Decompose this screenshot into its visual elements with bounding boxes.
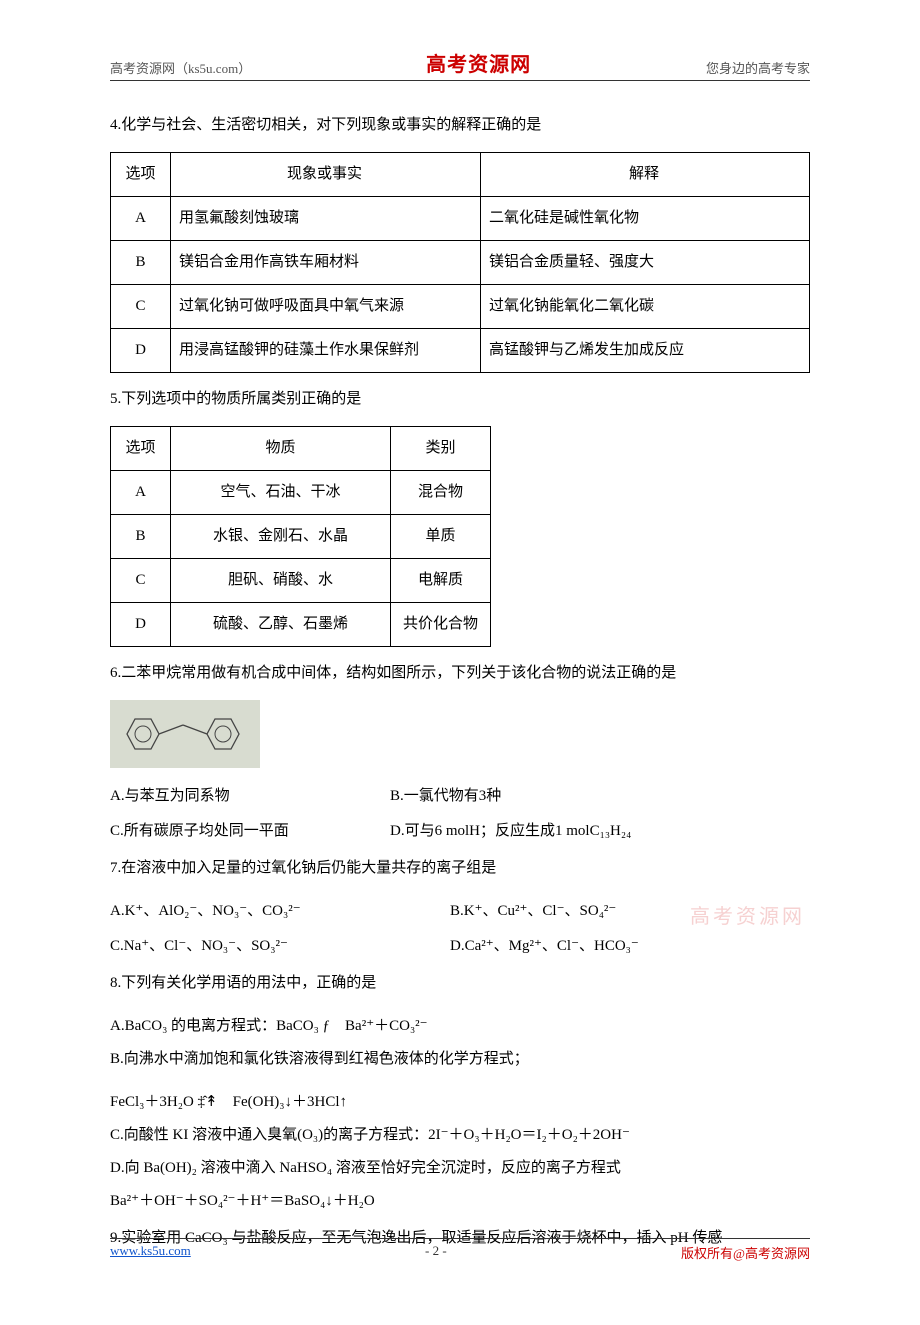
equation: Ba²⁺＋OH⁻＋SO₄²⁻＋H⁺＝BaSO₄↓＋H₂O xyxy=(110,1185,810,1218)
option: C.Na⁺、Cl⁻、NO₃⁻、SO₃²⁻ xyxy=(110,930,450,963)
table-row: A用氢氟酸刻蚀玻璃二氧化硅是碱性氧化物 xyxy=(111,197,810,241)
table-row: D硫酸、乙醇、石墨烯共价化合物 xyxy=(111,603,491,647)
table-row: C胆矾、硝酸、水电解质 xyxy=(111,559,491,603)
q7-row1: A.K⁺、AlO₂⁻、NO₃⁻、CO₃²⁻ B.K⁺、Cu²⁺、Cl⁻、SO₄²… xyxy=(110,895,810,928)
option: C.所有碳原子均处同一平面 xyxy=(110,815,390,848)
option: A.BaCO₃ 的电离方程式：BaCO₃ ƒ Ba²⁺＋CO₃²⁻ xyxy=(110,1010,810,1043)
q6-row1: A.与苯互为同系物 B.一氯代物有3种 xyxy=(110,780,810,813)
option: A.K⁺、AlO₂⁻、NO₃⁻、CO₃²⁻ xyxy=(110,895,450,928)
option: A.与苯互为同系物 xyxy=(110,780,390,813)
option: B.K⁺、Cu²⁺、Cl⁻、SO₄²⁻ xyxy=(450,895,810,928)
table-row: 选项物质类别 xyxy=(111,427,491,471)
q4-table: 选项 现象或事实 解释 A用氢氟酸刻蚀玻璃二氧化硅是碱性氧化物 B镁铝合金用作高… xyxy=(110,152,810,373)
page-number: - 2 - xyxy=(425,1243,447,1262)
q6-row2: C.所有碳原子均处同一平面 D.可与6 molH；反应生成1 molC₁₃H₂₄ xyxy=(110,815,810,848)
q4-text: 4.化学与社会、生活密切相关，对下列现象或事实的解释正确的是 xyxy=(110,109,810,142)
option: B.一氯代物有3种 xyxy=(390,780,810,813)
option: D.可与6 molH；反应生成1 molC₁₃H₂₄ xyxy=(390,815,810,848)
cell: 选项 xyxy=(111,153,171,197)
table-row: D用浸高锰酸钾的硅藻土作水果保鲜剂高锰酸钾与乙烯发生加成反应 xyxy=(111,329,810,373)
q8-text: 8.下列有关化学用语的用法中，正确的是 xyxy=(110,967,810,1000)
footer-copyright: 版权所有@高考资源网 xyxy=(681,1243,810,1262)
option: D.向 Ba(OH)₂ 溶液中滴入 NaHSO₄ 溶液至恰好完全沉淀时，反应的离… xyxy=(110,1152,810,1185)
q7-text: 7.在溶液中加入足量的过氧化钠后仍能大量共存的离子组是 xyxy=(110,852,810,885)
option: B.向沸水中滴加饱和氯化铁溶液得到红褐色液体的化学方程式； xyxy=(110,1043,810,1076)
table-row: A空气、石油、干冰混合物 xyxy=(111,471,491,515)
page-footer: www.ks5u.com - 2 - 版权所有@高考资源网 xyxy=(110,1238,810,1262)
content-body: 4.化学与社会、生活密切相关，对下列现象或事实的解释正确的是 选项 现象或事实 … xyxy=(110,109,810,1255)
table-row: B水银、金刚石、水晶单质 xyxy=(111,515,491,559)
q5-text: 5.下列选项中的物质所属类别正确的是 xyxy=(110,383,810,416)
cell: 解释 xyxy=(481,153,810,197)
page-header: 高考资源网（ks5u.com） 高考资源网 您身边的高考专家 xyxy=(110,48,810,81)
q7-row2: C.Na⁺、Cl⁻、NO₃⁻、SO₃²⁻ D.Ca²⁺、Mg²⁺、Cl⁻、HCO… xyxy=(110,930,810,963)
option: D.Ca²⁺、Mg²⁺、Cl⁻、HCO₃⁻ xyxy=(450,930,810,963)
table-row: 选项 现象或事实 解释 xyxy=(111,153,810,197)
header-title: 高考资源网 xyxy=(426,48,531,77)
header-left: 高考资源网（ks5u.com） xyxy=(110,58,251,77)
table-row: B镁铝合金用作高铁车厢材料镁铝合金质量轻、强度大 xyxy=(111,241,810,285)
option: C.向酸性 KI 溶液中通入臭氧(O₃)的离子方程式：2I⁻＋O₃＋H₂O＝I₂… xyxy=(110,1119,810,1152)
table-row: C过氧化钠可做呼吸面具中氧气来源过氧化钠能氧化二氧化碳 xyxy=(111,285,810,329)
header-right: 您身边的高考专家 xyxy=(706,58,810,77)
q5-table: 选项物质类别 A空气、石油、干冰混合物 B水银、金刚石、水晶单质 C胆矾、硝酸、… xyxy=(110,426,491,647)
structure-image xyxy=(110,700,260,768)
equation: FeCl₃＋3H₂O ‡̂↟ Fe(OH)₃↓＋3HCl↑ xyxy=(110,1086,810,1119)
footer-url[interactable]: www.ks5u.com xyxy=(110,1243,191,1262)
q6-text: 6.二苯甲烷常用做有机合成中间体，结构如图所示，下列关于该化合物的说法正确的是 xyxy=(110,657,810,690)
cell: 现象或事实 xyxy=(171,153,481,197)
